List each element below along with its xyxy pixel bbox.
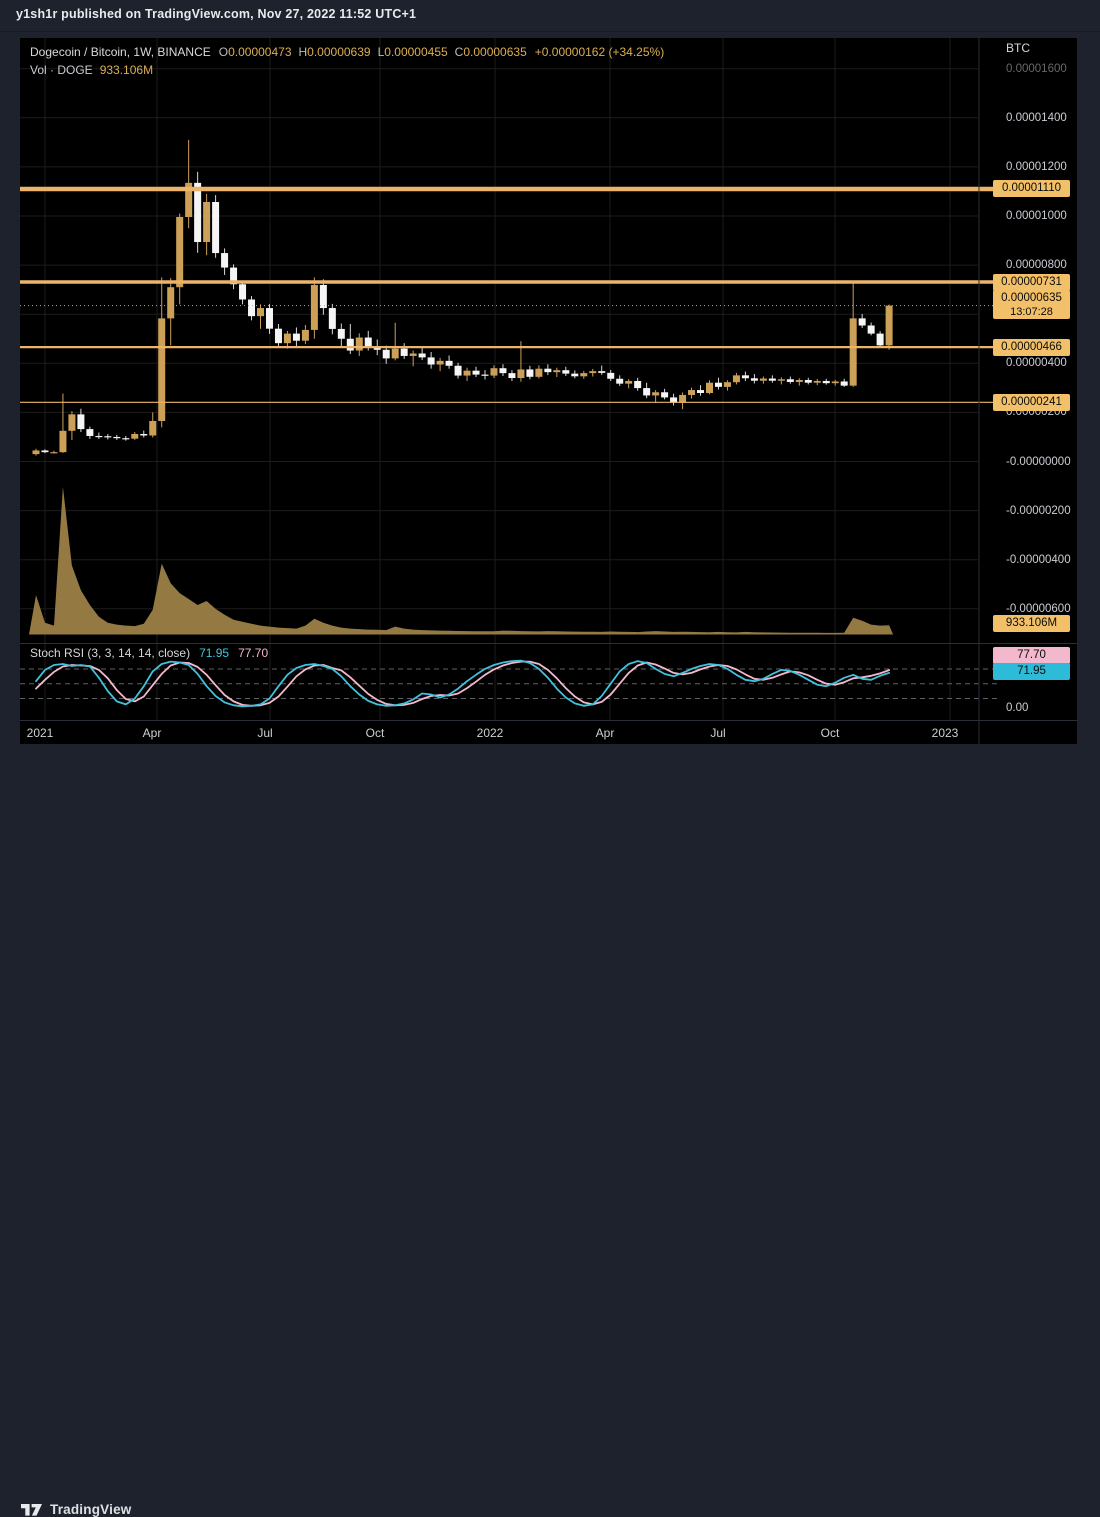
price-axis-badge: 0.00000466 — [993, 338, 1070, 356]
price-axis-currency: BTC — [1006, 41, 1030, 55]
price-tick-label: -0.00000200 — [1006, 504, 1071, 517]
price-tick-label: 0.00 — [1006, 702, 1029, 714]
tradingview-logo[interactable]: TradingView — [21, 1502, 131, 1517]
price-axis-badge: 0.00000635 13:07:28 — [993, 289, 1070, 319]
chart-canvas[interactable] — [0, 0, 1100, 792]
volume-legend: Vol · DOGE 933.106M — [30, 63, 153, 77]
symbol-legend: Dogecoin / Bitcoin, 1W, BINANCE O 0.00000… — [30, 45, 664, 59]
time-tick-label: Apr — [142, 726, 162, 740]
stoch-rsi-title: Stoch RSI (3, 3, 14, 14, close) — [30, 646, 191, 660]
price-tick-label: 0.00001000 — [1006, 210, 1067, 222]
time-tick-label: Apr — [595, 726, 615, 740]
price-tick-label: -0.00000600 — [1006, 602, 1071, 615]
time-tick-label: Oct — [820, 726, 840, 740]
price-axis-badge: 71.95 — [993, 662, 1070, 680]
time-tick-label: 2021 — [26, 726, 54, 740]
price-axis-badge: 0.00000731 — [993, 273, 1070, 291]
ohlc-item: H 0.00000639 — [298, 45, 371, 59]
ohlc-item: O 0.00000473 — [218, 45, 292, 59]
price-tick-label: 0.00001200 — [1006, 160, 1067, 173]
time-tick-label: Oct — [365, 726, 385, 740]
price-axis-badge: 933.106M — [993, 614, 1070, 632]
symbol-title: Dogecoin / Bitcoin, 1W, BINANCE — [30, 45, 211, 59]
tradingview-logo-icon — [21, 1503, 42, 1516]
price-tick-label: 0.00001400 — [1006, 111, 1067, 124]
time-tick-label: 2022 — [476, 726, 504, 740]
footer-bar: TradingView — [0, 745, 1100, 1517]
time-tick-label: Jul — [710, 726, 726, 740]
price-axis-badge: 0.00001110 — [993, 180, 1070, 198]
price-tick-label: -0.00000400 — [1006, 553, 1071, 566]
time-tick-label: 2023 — [931, 726, 959, 740]
publisher-bar: y1sh1r published on TradingView.com, Nov… — [0, 0, 1100, 32]
change-value: +0.00000162 (+34.25%) — [534, 45, 665, 59]
publisher-text: y1sh1r published on TradingView.com, Nov… — [16, 7, 417, 21]
volume-value: 933.106M — [99, 63, 154, 77]
time-tick-label: Jul — [257, 726, 273, 740]
stoch-rsi-legend: Stoch RSI (3, 3, 14, 14, close) 71.95 77… — [30, 646, 268, 660]
price-axis-badge: 0.00000241 — [993, 393, 1070, 411]
price-tick-label: 0.00000400 — [1006, 357, 1067, 370]
ohlc-values: O 0.00000473 H 0.00000639 L 0.00000455 C 0.0000… — [219, 45, 527, 59]
stoch-rsi-d-value: 77.70 — [238, 646, 269, 660]
price-axis-badge: 77.70 — [993, 646, 1070, 664]
ohlc-item: L 0.00000455 — [377, 45, 448, 59]
price-tick-label: 0.00001600 — [1006, 62, 1067, 75]
tradingview-logo-text: TradingView — [50, 1502, 132, 1517]
price-tick-label: 0.00000800 — [1006, 259, 1067, 272]
ohlc-item: C 0.00000635 — [454, 45, 527, 59]
volume-label: Vol · DOGE — [30, 63, 93, 77]
stoch-rsi-k-value: 71.95 — [199, 646, 230, 660]
price-tick-label: -0.00000000 — [1006, 455, 1071, 468]
